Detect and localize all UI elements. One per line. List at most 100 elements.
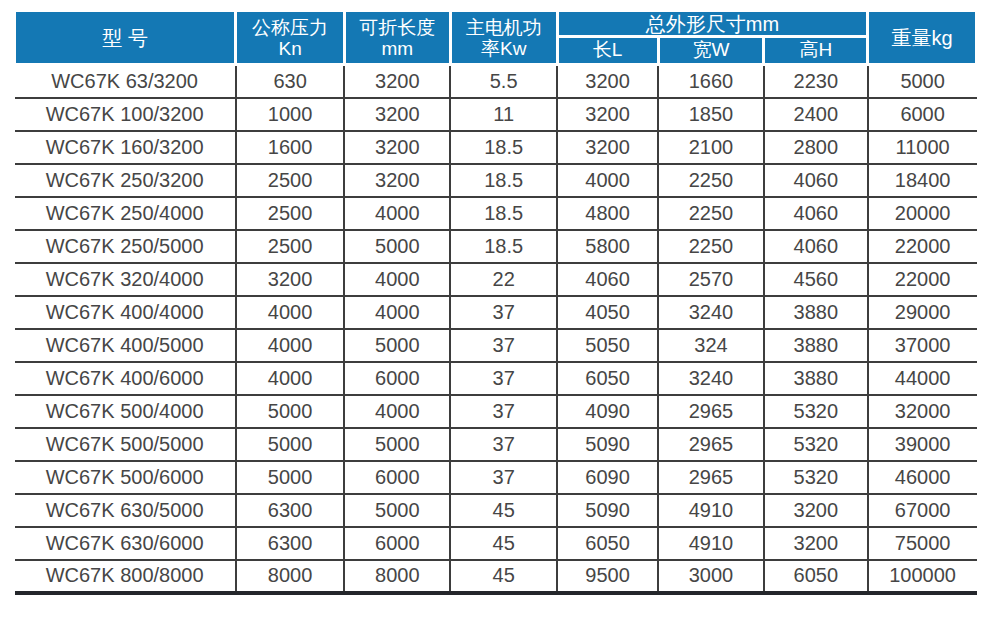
value-cell: 4560 — [764, 263, 868, 296]
value-cell: 11 — [450, 98, 557, 131]
value-cell: 46000 — [868, 461, 977, 494]
model-cell: WC67K 100/3200 — [15, 98, 236, 131]
model-cell: WC67K 400/4000 — [15, 296, 236, 329]
value-cell: 3880 — [764, 296, 868, 329]
value-cell: 3000 — [658, 560, 764, 593]
col-header-dim-height: 高H — [764, 37, 868, 65]
value-cell: 20000 — [868, 197, 977, 230]
value-cell: 6050 — [557, 527, 658, 560]
value-cell: 4000 — [236, 329, 345, 362]
value-cell: 5000 — [344, 428, 450, 461]
col-header-pressure-line2: Kn — [237, 38, 343, 59]
value-cell: 45 — [450, 527, 557, 560]
value-cell: 4050 — [557, 296, 658, 329]
col-header-motor-power-line1: 主电机功 — [452, 17, 556, 38]
value-cell: 37 — [450, 362, 557, 395]
model-cell: WC67K 400/5000 — [15, 329, 236, 362]
model-cell: WC67K 500/4000 — [15, 395, 236, 428]
value-cell: 4000 — [344, 263, 450, 296]
value-cell: 2400 — [764, 98, 868, 131]
value-cell: 37000 — [868, 329, 977, 362]
value-cell: 3200 — [236, 263, 345, 296]
value-cell: 4060 — [764, 230, 868, 263]
model-cell: WC67K 400/6000 — [15, 362, 236, 395]
value-cell: 5.5 — [450, 65, 557, 98]
value-cell: 2500 — [236, 197, 345, 230]
value-cell: 8000 — [236, 560, 345, 593]
value-cell: 3200 — [557, 98, 658, 131]
value-cell: 3200 — [344, 65, 450, 98]
value-cell: 2965 — [658, 461, 764, 494]
value-cell: 4060 — [764, 197, 868, 230]
table-row: WC67K 400/500040005000375050324388037000 — [15, 329, 977, 362]
value-cell: 2570 — [658, 263, 764, 296]
value-cell: 45 — [450, 494, 557, 527]
value-cell: 5320 — [764, 395, 868, 428]
value-cell: 3200 — [764, 494, 868, 527]
value-cell: 2250 — [658, 230, 764, 263]
value-cell: 4000 — [344, 296, 450, 329]
model-cell: WC67K 630/6000 — [15, 527, 236, 560]
col-header-weight: 重量kg — [868, 11, 977, 65]
value-cell: 3200 — [344, 164, 450, 197]
value-cell: 3200 — [344, 131, 450, 164]
value-cell: 18400 — [868, 164, 977, 197]
value-cell: 18.5 — [450, 230, 557, 263]
value-cell: 18.5 — [450, 197, 557, 230]
model-cell: WC67K 500/6000 — [15, 461, 236, 494]
value-cell: 2100 — [658, 131, 764, 164]
model-cell: WC67K 320/4000 — [15, 263, 236, 296]
value-cell: 3200 — [557, 65, 658, 98]
value-cell: 2250 — [658, 197, 764, 230]
value-cell: 6000 — [344, 527, 450, 560]
value-cell: 1600 — [236, 131, 345, 164]
value-cell: 6050 — [557, 362, 658, 395]
value-cell: 37 — [450, 461, 557, 494]
table-row: WC67K 400/400040004000374050324038802900… — [15, 296, 977, 329]
value-cell: 5000 — [868, 65, 977, 98]
table-row: WC67K 500/400050004000374090296553203200… — [15, 395, 977, 428]
model-cell: WC67K 250/3200 — [15, 164, 236, 197]
table-row: WC67K 400/600040006000376050324038804400… — [15, 362, 977, 395]
value-cell: 6000 — [344, 461, 450, 494]
model-cell: WC67K 250/4000 — [15, 197, 236, 230]
value-cell: 2965 — [658, 428, 764, 461]
value-cell: 37 — [450, 296, 557, 329]
col-header-dimensions: 总外形尺寸mm — [557, 11, 868, 37]
value-cell: 4000 — [236, 296, 345, 329]
value-cell: 5090 — [557, 494, 658, 527]
value-cell: 45 — [450, 560, 557, 593]
table-body: WC67K 63/320063032005.53200166022305000W… — [15, 65, 977, 593]
value-cell: 5320 — [764, 461, 868, 494]
model-cell: WC67K 63/3200 — [15, 65, 236, 98]
table-row: WC67K 250/50002500500018.558002250406022… — [15, 230, 977, 263]
value-cell: 6090 — [557, 461, 658, 494]
value-cell: 5000 — [344, 329, 450, 362]
value-cell: 6000 — [344, 362, 450, 395]
table-row: WC67K 250/32002500320018.540002250406018… — [15, 164, 977, 197]
value-cell: 29000 — [868, 296, 977, 329]
value-cell: 8000 — [344, 560, 450, 593]
value-cell: 5050 — [557, 329, 658, 362]
model-cell: WC67K 800/8000 — [15, 560, 236, 593]
spec-table: 型 号 公称压力 Kn 可折长度 mm 主电机功 率Kw 总外形尺寸mm 重量k… — [13, 9, 978, 595]
table-row: WC67K 160/32001600320018.532002100280011… — [15, 131, 977, 164]
value-cell: 6050 — [764, 560, 868, 593]
col-header-pressure-line1: 公称压力 — [237, 17, 343, 38]
value-cell: 100000 — [868, 560, 977, 593]
model-cell: WC67K 500/5000 — [15, 428, 236, 461]
col-header-dim-width: 宽W — [658, 37, 764, 65]
col-header-motor-power-line2: 率Kw — [452, 38, 556, 59]
value-cell: 4000 — [344, 197, 450, 230]
value-cell: 11000 — [868, 131, 977, 164]
value-cell: 3880 — [764, 329, 868, 362]
value-cell: 22 — [450, 263, 557, 296]
table-row: WC67K 500/600050006000376090296553204600… — [15, 461, 977, 494]
value-cell: 5000 — [236, 428, 345, 461]
value-cell: 2965 — [658, 395, 764, 428]
value-cell: 6300 — [236, 494, 345, 527]
value-cell: 37 — [450, 329, 557, 362]
col-header-fold-length-line1: 可折长度 — [346, 17, 449, 38]
value-cell: 37 — [450, 428, 557, 461]
value-cell: 5000 — [344, 494, 450, 527]
